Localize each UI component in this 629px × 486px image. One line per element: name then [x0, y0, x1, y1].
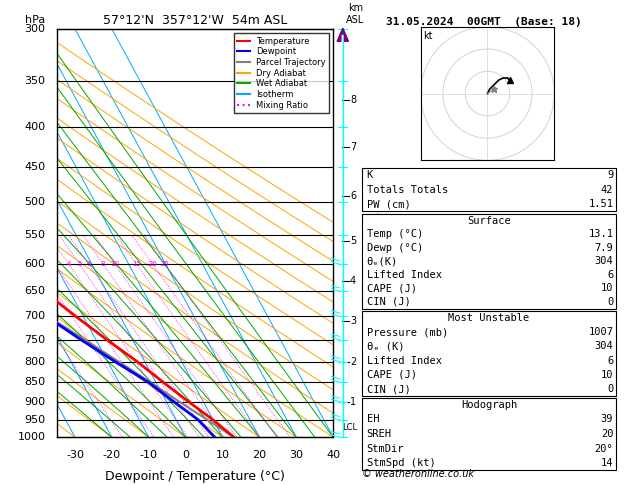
Text: 400: 400 [25, 122, 45, 132]
Text: 600: 600 [25, 259, 45, 269]
Text: 750: 750 [25, 335, 45, 345]
Text: 9: 9 [607, 170, 613, 180]
Text: 6: 6 [86, 261, 91, 267]
Text: 450: 450 [25, 162, 45, 172]
Text: Lifted Index: Lifted Index [367, 270, 442, 280]
Text: Dewp (°C): Dewp (°C) [367, 243, 423, 253]
Text: 650: 650 [25, 286, 45, 296]
Text: 350: 350 [25, 76, 45, 87]
Text: 10: 10 [601, 283, 613, 294]
Text: 20°: 20° [594, 444, 613, 453]
Text: 7: 7 [350, 142, 356, 152]
Text: Pressure (mb): Pressure (mb) [367, 327, 448, 337]
Text: 1000: 1000 [18, 433, 45, 442]
Text: 20: 20 [148, 261, 157, 267]
Text: hPa: hPa [25, 15, 45, 25]
Text: 20: 20 [252, 450, 267, 460]
Text: θₑ (K): θₑ (K) [367, 342, 404, 351]
Text: θₑ(K): θₑ(K) [367, 256, 398, 266]
Text: 7.9: 7.9 [594, 243, 613, 253]
Text: LCL: LCL [342, 422, 357, 432]
Text: 30: 30 [289, 450, 303, 460]
Text: Temp (°C): Temp (°C) [367, 229, 423, 239]
Text: 40: 40 [326, 450, 340, 460]
Text: 1.51: 1.51 [588, 199, 613, 209]
Text: 0: 0 [182, 450, 189, 460]
Text: -10: -10 [140, 450, 158, 460]
Text: 800: 800 [25, 357, 45, 367]
Text: 39: 39 [601, 415, 613, 424]
Text: km
ASL: km ASL [347, 3, 365, 25]
Text: 5: 5 [77, 261, 82, 267]
Text: CIN (J): CIN (J) [367, 297, 411, 307]
Text: kt: kt [423, 31, 433, 41]
Text: 500: 500 [25, 197, 45, 208]
Text: 25: 25 [161, 261, 170, 267]
Text: 900: 900 [25, 397, 45, 407]
Text: -20: -20 [103, 450, 121, 460]
Text: 6: 6 [607, 270, 613, 280]
Text: CAPE (J): CAPE (J) [367, 283, 416, 294]
Text: 4: 4 [350, 276, 356, 286]
Text: 304: 304 [594, 342, 613, 351]
Text: Totals Totals: Totals Totals [367, 185, 448, 194]
Text: StmDir: StmDir [367, 444, 404, 453]
Text: 13.1: 13.1 [588, 229, 613, 239]
Text: 1: 1 [350, 397, 356, 407]
Text: 31.05.2024  00GMT  (Base: 18): 31.05.2024 00GMT (Base: 18) [386, 17, 582, 27]
Text: PW (cm): PW (cm) [367, 199, 411, 209]
Text: 2: 2 [350, 357, 356, 367]
Text: 300: 300 [25, 24, 45, 34]
Text: 850: 850 [25, 377, 45, 387]
Title: 57°12'N  357°12'W  54m ASL: 57°12'N 357°12'W 54m ASL [103, 14, 287, 27]
Text: 1007: 1007 [588, 327, 613, 337]
Text: Most Unstable: Most Unstable [448, 313, 530, 323]
Text: StmSpd (kt): StmSpd (kt) [367, 458, 435, 468]
Text: 4: 4 [67, 261, 71, 267]
Text: 6: 6 [607, 356, 613, 365]
Text: -30: -30 [66, 450, 84, 460]
Legend: Temperature, Dewpoint, Parcel Trajectory, Dry Adiabat, Wet Adiabat, Isotherm, Mi: Temperature, Dewpoint, Parcel Trajectory… [234, 34, 329, 113]
Text: 550: 550 [25, 230, 45, 240]
Text: CIN (J): CIN (J) [367, 384, 411, 394]
Text: 0: 0 [607, 384, 613, 394]
Text: 0: 0 [607, 297, 613, 307]
Text: 5: 5 [350, 236, 356, 246]
Text: Dewpoint / Temperature (°C): Dewpoint / Temperature (°C) [105, 470, 285, 483]
Text: 304: 304 [594, 256, 613, 266]
Text: 6: 6 [350, 191, 356, 201]
Text: CAPE (J): CAPE (J) [367, 370, 416, 380]
Text: 15: 15 [132, 261, 141, 267]
Text: 8: 8 [101, 261, 106, 267]
Text: 950: 950 [25, 415, 45, 425]
Text: SREH: SREH [367, 429, 392, 439]
Text: 14: 14 [601, 458, 613, 468]
Text: 20: 20 [601, 429, 613, 439]
Text: Surface: Surface [467, 216, 511, 226]
Text: 8: 8 [350, 95, 356, 105]
Text: EH: EH [367, 415, 379, 424]
Text: K: K [367, 170, 373, 180]
Text: 42: 42 [601, 185, 613, 194]
Text: Mixing Ratio (g/kg): Mixing Ratio (g/kg) [378, 187, 388, 279]
Text: Lifted Index: Lifted Index [367, 356, 442, 365]
Text: Hodograph: Hodograph [461, 400, 517, 410]
Text: © weatheronline.co.uk: © weatheronline.co.uk [362, 469, 474, 479]
Text: 700: 700 [25, 312, 45, 321]
Text: 3: 3 [350, 316, 356, 326]
Text: 10: 10 [216, 450, 230, 460]
Text: 10: 10 [110, 261, 120, 267]
Text: 10: 10 [601, 370, 613, 380]
